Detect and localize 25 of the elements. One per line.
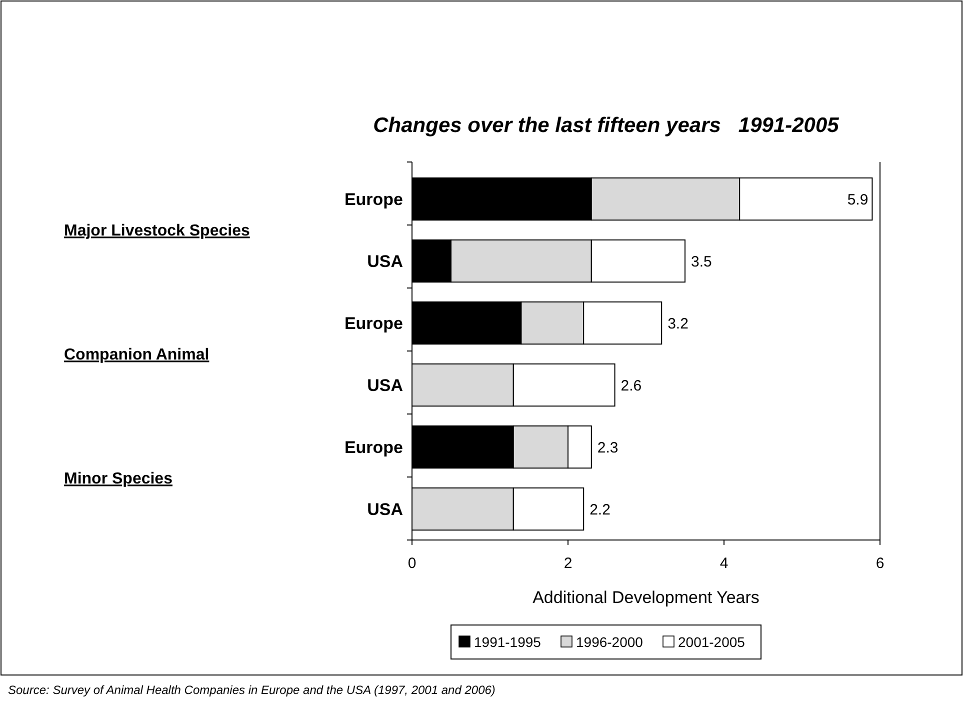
total-label: 2.6 xyxy=(620,377,642,394)
total-label: 3.2 xyxy=(668,315,688,332)
y-tick-label: USA xyxy=(367,376,403,395)
text: Companion Animal xyxy=(64,346,210,364)
total-label: 2.3 xyxy=(597,439,618,456)
y-tick-label: Europe xyxy=(344,190,403,209)
x-tick-label: 0 xyxy=(408,555,416,572)
x-tick-label: 4 xyxy=(720,555,728,572)
legend-label: 2001-2005 xyxy=(678,634,746,650)
y-tick-label: Europe xyxy=(344,438,403,457)
source-note: Source: Survey of Animal Health Companies in Europe and the USA (1997, 2001 and 2006) xyxy=(8,683,496,697)
chart-title: Changes over the last fifteen years 1991-2005 xyxy=(373,114,840,137)
x-tick-label: 2 xyxy=(564,555,572,572)
x-axis-title: Additional Development Years xyxy=(532,588,760,607)
total-label: 2.2 xyxy=(590,501,610,518)
text: Minor Species xyxy=(64,470,173,488)
legend-label: 1991-1995 xyxy=(474,634,542,650)
y-tick-label: USA xyxy=(367,252,403,271)
legend-label: 1996-2000 xyxy=(576,634,644,650)
y-tick-label: USA xyxy=(367,500,403,519)
y-tick-label: Europe xyxy=(344,314,403,333)
total-label: 3.5 xyxy=(691,253,712,270)
total-label: 5.9 xyxy=(847,191,868,208)
text: Major Livestock Species xyxy=(64,222,250,240)
x-tick-label: 6 xyxy=(876,555,884,572)
